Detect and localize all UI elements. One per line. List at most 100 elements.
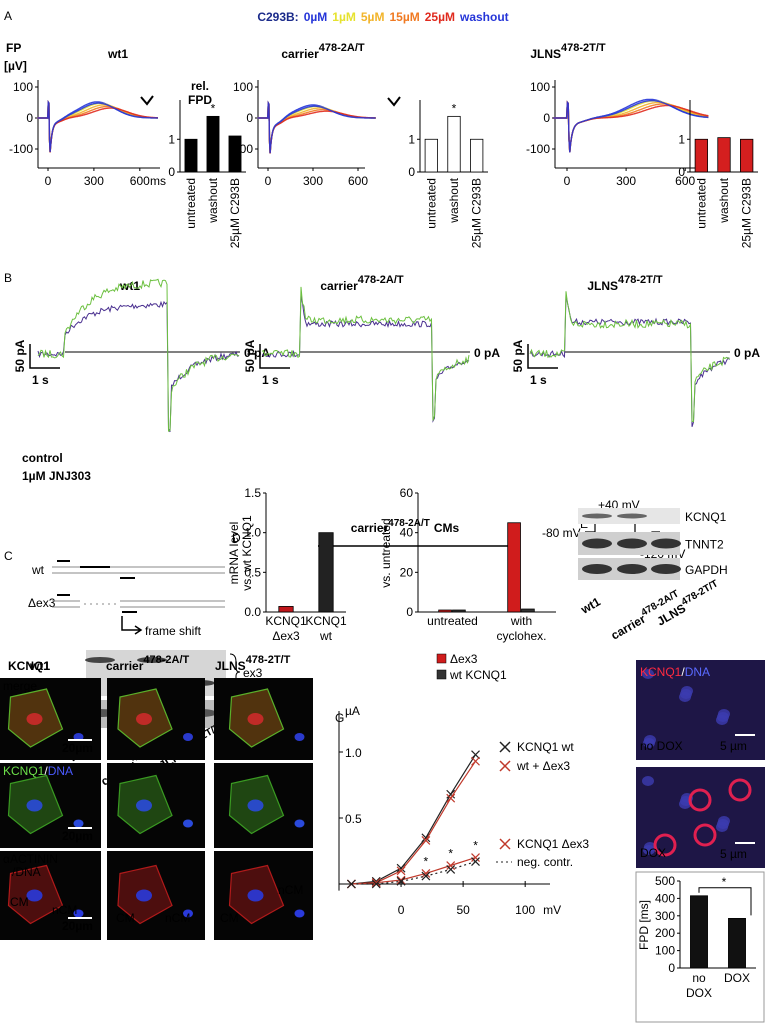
nucleus	[73, 909, 84, 918]
nucleus	[644, 842, 656, 852]
current-trace	[261, 286, 470, 421]
nucleus	[247, 889, 264, 902]
genotype-label: carrier478-2A/T	[106, 654, 190, 673]
marker	[471, 857, 480, 866]
blot-label: GAPDH	[685, 563, 728, 577]
y-tick-label: 1.0	[345, 746, 362, 760]
legend-label: wt + Δex3	[516, 759, 570, 773]
fp-x-unit: ms	[150, 174, 166, 188]
blot-band	[617, 538, 647, 549]
legend-item: 0µM	[304, 10, 328, 24]
frame-shift-arrow	[121, 616, 143, 635]
fp-trace	[37, 100, 158, 153]
scale-y-label: 50 pA	[243, 339, 257, 372]
title-suffix: CMs	[434, 521, 460, 535]
marker	[371, 876, 381, 886]
genotype-label: JLNS478-2T/T	[530, 42, 606, 61]
bar	[278, 606, 294, 613]
zero-label: 0 pA	[734, 346, 760, 360]
y-tick-label: 1	[678, 132, 685, 146]
fp-x-tick-label: 300	[84, 174, 104, 188]
y-tick-label: 100	[655, 944, 675, 958]
genotype-name: carrier	[320, 279, 358, 293]
genotype-superscript: 478-2T/T	[246, 654, 291, 666]
genotype-label: wt1	[107, 47, 128, 61]
frame-shift-label: frame shift	[145, 624, 202, 638]
genotype-name: wt1	[107, 47, 128, 61]
marker	[371, 879, 381, 889]
blot-band	[582, 538, 612, 549]
gel-label: KCNQ1	[8, 659, 50, 673]
y-label: µA	[345, 704, 360, 718]
x-tick-label: KCNQ1	[265, 614, 307, 628]
fp-y-tick-label: 100	[530, 80, 550, 94]
blot-band	[582, 564, 612, 574]
current-trace	[529, 291, 730, 423]
y-tick-label: 200	[655, 926, 675, 940]
nucleus	[136, 889, 152, 902]
genotype-name: JLNS	[587, 279, 618, 293]
y-tick-label: 0	[668, 961, 675, 975]
marker	[421, 869, 431, 878]
scale-y-label: 50 pA	[13, 339, 27, 372]
y-tick-label: 300	[655, 909, 675, 923]
y-tick-label: 0	[678, 165, 685, 179]
y-label: vs. untreated	[379, 518, 393, 587]
nucleus	[73, 819, 84, 828]
kcnq1-label: KCNQ1	[640, 665, 682, 679]
current-trace	[37, 278, 240, 432]
x-tick-label: 50	[456, 903, 470, 917]
fp-y-tick-label: 0	[543, 111, 550, 125]
marker	[396, 875, 406, 885]
genotype-name: wt1	[578, 594, 603, 617]
y-tick-label: 20	[400, 565, 414, 579]
cell-label: CM	[10, 895, 29, 909]
legend-label: wt KCNQ1	[449, 668, 507, 682]
current-trace	[529, 294, 730, 427]
panel-letter: C	[4, 549, 13, 563]
scale-label: 5 µm	[720, 739, 747, 753]
y-tick-label: 0	[168, 165, 175, 179]
nucleus	[26, 713, 43, 725]
blot-band	[582, 513, 612, 519]
x-tick-label: washout	[717, 177, 731, 223]
x-tick-label: no	[692, 971, 706, 985]
legend-item: 15µM	[389, 10, 419, 24]
nucleus	[718, 816, 730, 826]
nucleus	[26, 889, 43, 902]
fp-trace	[37, 100, 158, 153]
fp-trace	[257, 100, 376, 154]
nucleus	[183, 733, 193, 741]
blot-band	[651, 564, 681, 574]
y-tick-label: 0.5	[345, 812, 362, 826]
series-line	[351, 857, 476, 885]
legend-label: KCNQ1 wt	[517, 740, 574, 754]
genotype-name: carrier	[281, 47, 319, 61]
micrograph	[636, 660, 765, 760]
nucleus	[644, 735, 656, 745]
x-tick-label: cyclohex.	[496, 629, 546, 643]
y-tick-label: 1	[408, 132, 415, 146]
fp-x-tick-label: 300	[303, 174, 323, 188]
y-tick-label: 40	[400, 526, 414, 540]
legend-item: 25µM	[425, 10, 455, 24]
nucleus	[642, 669, 654, 679]
fp-x-tick-label: 0	[45, 174, 52, 188]
marker	[471, 853, 480, 863]
image-label: merge	[3, 679, 37, 693]
blot-band	[617, 513, 647, 519]
x-tick-label: 25µM C293B	[740, 178, 754, 248]
concentration-legend: C293B: 0µM 1µM 5µM 15µM 25µM washout	[257, 10, 508, 24]
marker	[446, 793, 456, 803]
construct-label: wt	[31, 563, 45, 577]
scale-bar	[527, 344, 558, 369]
nucleus	[247, 713, 264, 725]
fp-x-tick-label: 300	[616, 174, 636, 188]
bar	[438, 609, 452, 613]
legend-label: C293B:	[257, 10, 298, 24]
kcnq1-ring	[653, 833, 677, 857]
x-tick-label: untreated	[427, 614, 478, 628]
marker	[396, 876, 406, 886]
panel-letter: G	[335, 711, 344, 725]
image-label: αACTININ	[3, 852, 58, 866]
